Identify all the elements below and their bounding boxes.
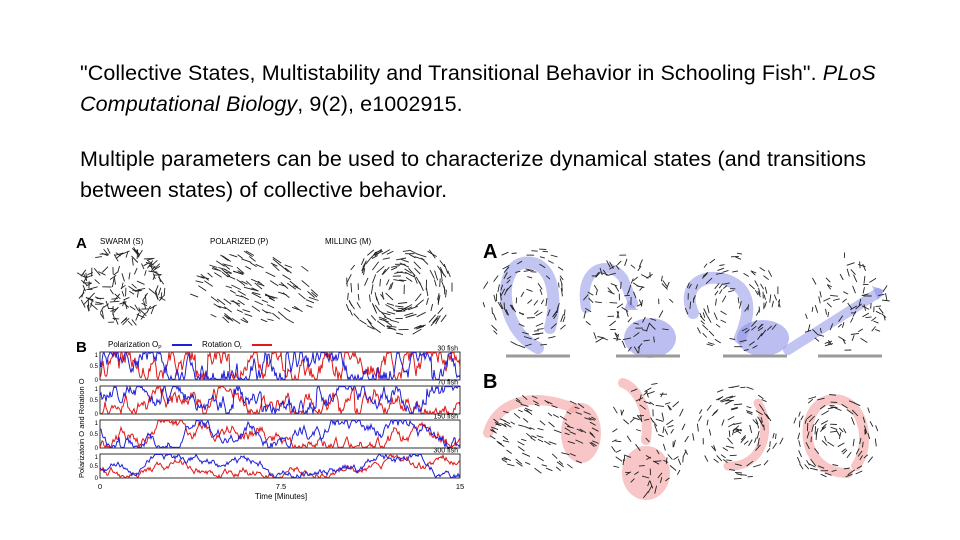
track-label-2: 150 fish: [433, 414, 458, 421]
y-axis-label: Polarizatoin O and Rotation O: [77, 378, 86, 478]
svg-text:0.5: 0.5: [90, 364, 99, 370]
right-panel-b-label: B: [483, 371, 497, 393]
right-panel-a-label: A: [483, 241, 497, 263]
x-axis-label: Time [Minutes]: [255, 492, 307, 501]
legend-polarization-label: Polarization OP: [108, 340, 162, 351]
left-figure: A SWARM (S) POLARIZED (P) MILLING (M) B …: [76, 235, 464, 501]
legend-rotation-label: Rotation Or: [202, 340, 242, 351]
svg-text:0.5: 0.5: [90, 464, 99, 470]
svg-text:1: 1: [95, 387, 99, 393]
swarm-fish-group: [76, 247, 166, 326]
track-label-3: 300 fish: [433, 448, 458, 455]
svg-text:0: 0: [95, 446, 99, 452]
x-tick-15: 15: [456, 482, 464, 491]
track-label-0: 30 fish: [437, 346, 458, 353]
x-tick-7-5: 7.5: [276, 482, 286, 491]
citation-title: "Collective States, Multistability and T…: [80, 61, 817, 85]
right-fish-group: [482, 248, 890, 499]
citation-volume: , 9(2), e1002915.: [297, 92, 463, 116]
summary-text: Multiple parameters can be used to chara…: [80, 147, 867, 202]
svg-text:0: 0: [95, 476, 99, 482]
svg-text:0.5: 0.5: [90, 432, 99, 438]
right-panel-a-shapes: [499, 256, 884, 358]
legend: Polarization OP Rotation Or: [108, 340, 272, 351]
left-panel-b-label: B: [76, 339, 87, 356]
time-series-tracks: 30 fish 0 0.5 1 70 fish 0 0.5 1 150 fish 0 0.5 1 300…: [90, 346, 461, 482]
state-label-polarized: POLARIZED (P): [210, 237, 269, 246]
track-label-1: 70 fish: [437, 380, 458, 387]
svg-text:0.5: 0.5: [90, 398, 99, 404]
svg-text:1: 1: [95, 353, 99, 359]
left-panel-a-label: A: [76, 235, 87, 252]
svg-text:1: 1: [95, 421, 99, 427]
state-label-swarm: SWARM (S): [100, 237, 144, 246]
svg-text:1: 1: [95, 455, 99, 461]
x-tick-0: 0: [98, 482, 102, 491]
polarized-fish-group: [190, 250, 319, 324]
citation-text: "Collective States, Multistability and T…: [80, 58, 900, 120]
citation-journal: PLoS Computational Biology: [80, 61, 876, 116]
right-figure: A B: [482, 241, 890, 500]
milling-fish-group: [345, 248, 453, 336]
right-panel-b-shapes: [483, 378, 869, 500]
svg-text:0: 0: [95, 378, 99, 384]
svg-text:0: 0: [95, 412, 99, 418]
state-label-milling: MILLING (M): [325, 237, 372, 246]
